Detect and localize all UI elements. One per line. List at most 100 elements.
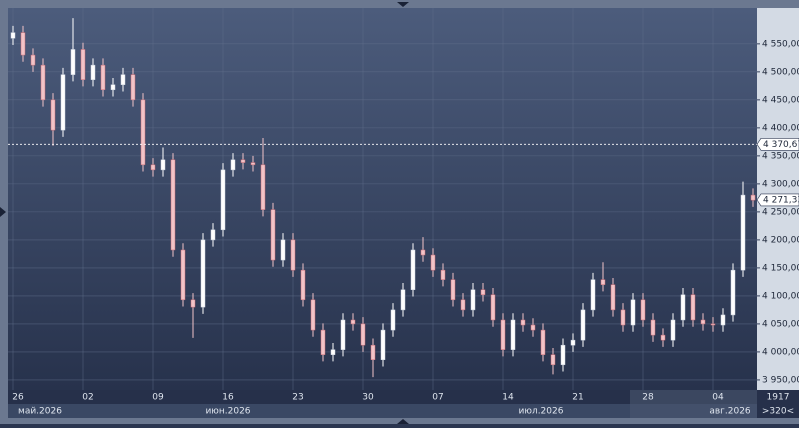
x-tick-label: 30 xyxy=(362,393,374,403)
price-label: 4 370,67 xyxy=(763,140,799,150)
top-handle[interactable] xyxy=(397,2,409,7)
y-tick-label: 4 100,00 xyxy=(762,291,799,301)
candle-body xyxy=(70,49,76,75)
grid xyxy=(8,8,760,390)
candles xyxy=(8,18,757,378)
y-tick-label: 4 350,00 xyxy=(762,151,799,161)
candle-body xyxy=(30,54,36,66)
x-tick-label: 26 xyxy=(12,393,24,403)
candle-body xyxy=(170,159,176,251)
candle-body xyxy=(370,344,376,361)
candle-body xyxy=(520,319,526,326)
x-axis-panel xyxy=(8,390,757,404)
month-label: июл.2026 xyxy=(519,407,564,417)
month-label: май.2026 xyxy=(18,407,62,417)
y-tick-label: 4 000,00 xyxy=(762,347,799,357)
x-tick-label: 09 xyxy=(152,393,164,403)
candle-body xyxy=(600,279,606,285)
x-tick-label: 07 xyxy=(432,393,443,403)
candle-body xyxy=(360,323,366,346)
candle-body xyxy=(320,329,326,355)
candle-body xyxy=(580,309,586,341)
candle-body xyxy=(20,32,26,56)
x-tick-label: 16 xyxy=(222,393,234,403)
candle-body xyxy=(100,64,106,91)
candle-body xyxy=(90,64,96,80)
candle-body xyxy=(460,299,466,311)
candle-body xyxy=(180,249,186,301)
corner-panel xyxy=(757,390,799,418)
labels: 4 550,00 4 500,00 4 450,00 4 400,00 4 350,00… xyxy=(12,39,799,417)
candle-body xyxy=(240,159,246,163)
candle-body xyxy=(390,309,396,331)
candle-body xyxy=(480,289,486,296)
x-tick-label: 04 xyxy=(712,393,724,403)
candle-body xyxy=(230,159,236,171)
candle-body xyxy=(530,324,536,331)
candle-body xyxy=(210,229,216,241)
month-label: авг.2026 xyxy=(709,407,751,417)
y-tick-label: 4 200,00 xyxy=(762,235,799,245)
left-handle[interactable] xyxy=(0,207,6,217)
candle-body xyxy=(110,84,116,91)
candle-body xyxy=(10,32,16,39)
candle-body xyxy=(640,299,646,321)
candle-body xyxy=(590,279,596,311)
candle-body xyxy=(730,269,736,316)
bottom-handle[interactable] xyxy=(397,419,409,424)
candle-body xyxy=(560,344,566,366)
y-tick-label: 3 950,00 xyxy=(762,375,799,385)
x-tick-label: 23 xyxy=(292,393,303,403)
candle-body xyxy=(420,249,426,256)
candle-body xyxy=(50,99,56,131)
candle-body xyxy=(410,249,416,290)
candle-body xyxy=(500,319,506,350)
candle-body xyxy=(310,299,316,331)
candle-body xyxy=(430,254,436,271)
candle-body xyxy=(400,289,406,311)
candle-body xyxy=(620,309,626,326)
candle-body xyxy=(140,99,146,166)
month-label: июн.2026 xyxy=(205,407,250,417)
corner-label: >320< xyxy=(762,407,794,417)
candle-body xyxy=(680,294,686,321)
candle-body xyxy=(330,349,336,355)
y-tick-label: 4 550,00 xyxy=(762,39,799,49)
y-tick-label: 4 050,00 xyxy=(762,319,799,329)
candle-body xyxy=(40,64,46,101)
candle-body xyxy=(700,319,706,325)
candle-body xyxy=(200,239,206,308)
candle-body xyxy=(490,294,496,321)
candle-body xyxy=(120,74,126,85)
y-tick-label: 4 250,00 xyxy=(762,207,799,217)
candle-body xyxy=(450,279,456,301)
x-tick-label: 21 xyxy=(572,393,583,403)
y-tick-label: 4 400,00 xyxy=(762,123,799,133)
scroll-window[interactable] xyxy=(630,390,757,418)
month-panel xyxy=(8,404,757,418)
candle-body xyxy=(650,319,656,336)
candle-body xyxy=(260,164,266,210)
candle-body xyxy=(190,299,196,308)
candle-body xyxy=(470,289,476,311)
candle-body xyxy=(720,314,726,326)
candle-body xyxy=(510,319,516,350)
candle-body xyxy=(690,294,696,321)
candle-body xyxy=(660,334,666,341)
candle-body xyxy=(80,49,86,80)
candle-body xyxy=(160,159,166,171)
candle-body xyxy=(380,329,386,361)
candle-body xyxy=(270,209,276,261)
x-tick-label: 14 xyxy=(502,393,514,403)
candle-body xyxy=(350,319,356,325)
candle-body xyxy=(670,319,676,341)
candle-body xyxy=(290,239,296,271)
candle-body xyxy=(250,162,256,166)
x-tick-label: 02 xyxy=(82,393,93,403)
x-tick-label: 28 xyxy=(642,393,654,403)
candle-body xyxy=(550,354,556,366)
candle-body xyxy=(220,169,226,231)
candle-body xyxy=(740,194,746,271)
candle-body xyxy=(710,323,716,326)
